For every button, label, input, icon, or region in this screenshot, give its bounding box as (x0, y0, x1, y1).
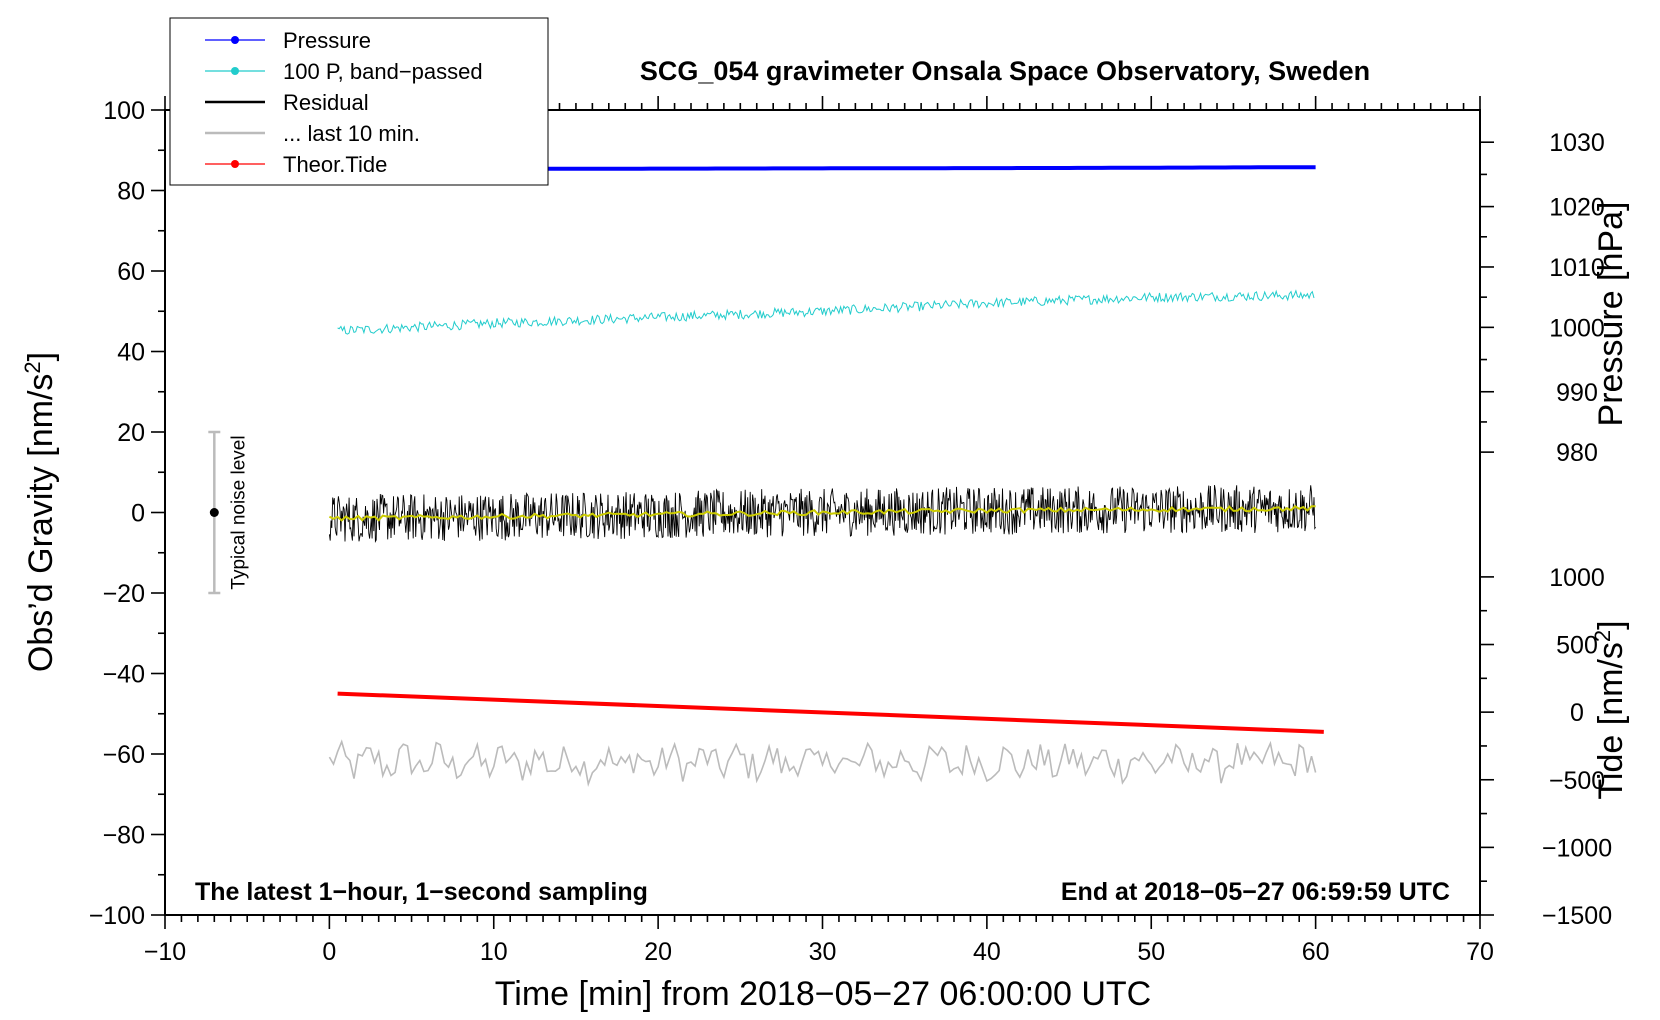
tide-tick-label: −1500 (1542, 902, 1612, 930)
y-tick-label: 40 (117, 339, 145, 367)
series-residual-line (328, 485, 1316, 544)
pressure-tick-label: 1010 (1549, 254, 1605, 282)
legend-label: 100 P, band−passed (283, 59, 483, 84)
series-residual-smoothed-line (328, 505, 1316, 522)
pressure-tick-label: 990 (1556, 379, 1598, 407)
y-tick-label: −60 (103, 741, 145, 769)
x-tick-label: 70 (1466, 938, 1494, 966)
pressure-tick-label: 980 (1556, 439, 1598, 467)
x-tick-label: −10 (144, 938, 186, 966)
series-layer (328, 165, 1324, 788)
y-tick-label: −100 (89, 902, 145, 930)
legend-marker (231, 67, 239, 75)
x-axis-label: Time [min] from 2018−05−27 06:00:00 UTC (495, 975, 1151, 1013)
noise-bar-center-dot (209, 508, 219, 517)
legend-label: Residual (283, 90, 369, 115)
y-axis-label: Obs’d Gravity [nm/s2] (20, 352, 60, 672)
pressure-tick-label: 1000 (1549, 314, 1605, 342)
tide-tick-label: 500 (1556, 632, 1598, 660)
noise-indicator (208, 430, 221, 595)
series-theor-tide-line (337, 691, 1324, 734)
x-tick-label: 30 (809, 938, 837, 966)
pressure-tick-label: 1030 (1549, 129, 1605, 157)
x-tick-label: 0 (322, 938, 336, 966)
legend-marker (231, 160, 239, 168)
y-tick-label: 20 (117, 419, 145, 447)
series-bandpassed-pressure-line (337, 289, 1315, 335)
y-tick-label: −40 (103, 661, 145, 689)
legend-label: Theor.Tide (283, 152, 387, 177)
y-tick-label: 100 (103, 97, 145, 125)
pressure-axis-label: Pressure [hPa] (1592, 202, 1630, 427)
pressure-tick-label: 1020 (1549, 194, 1605, 222)
x-tick-label: 40 (973, 938, 1001, 966)
legend-label: ... last 10 min. (283, 121, 420, 146)
x-tick-label: 10 (480, 938, 508, 966)
tide-tick-label: 0 (1570, 699, 1584, 727)
legend-marker (231, 36, 239, 44)
chart-title: SCG_054 gravimeter Onsala Space Observat… (640, 56, 1370, 86)
annotation-latest-hour: The latest 1−hour, 1−second sampling (195, 878, 648, 906)
x-tick-label: 20 (644, 938, 672, 966)
y-tick-label: 0 (131, 500, 145, 528)
series-last-10-min-line (328, 739, 1317, 788)
tide-tick-label: 1000 (1549, 564, 1605, 592)
x-tick-label: 50 (1137, 938, 1165, 966)
tide-tick-label: −1000 (1542, 834, 1612, 862)
x-tick-label: 60 (1302, 938, 1330, 966)
y-tick-label: −80 (103, 822, 145, 850)
noise-label: Typical noise level (228, 435, 249, 589)
axes-layer: −10 0 10 20 30 40 50 60 70−100−80−60−40−20020406… (89, 96, 1612, 966)
tide-axis-label: Tide [nm/s2] (1590, 620, 1630, 799)
tide-tick-label: −500 (1549, 767, 1605, 795)
annotation-end-time: End at 2018−05−27 06:59:59 UTC (1061, 878, 1450, 906)
y-tick-label: 60 (117, 258, 145, 286)
legend-label: Pressure (283, 28, 371, 53)
y-tick-label: 80 (117, 178, 145, 206)
legend: Pressure 100 P, band−passed Residual ... la… (169, 17, 549, 186)
y-tick-label: −20 (103, 580, 145, 608)
